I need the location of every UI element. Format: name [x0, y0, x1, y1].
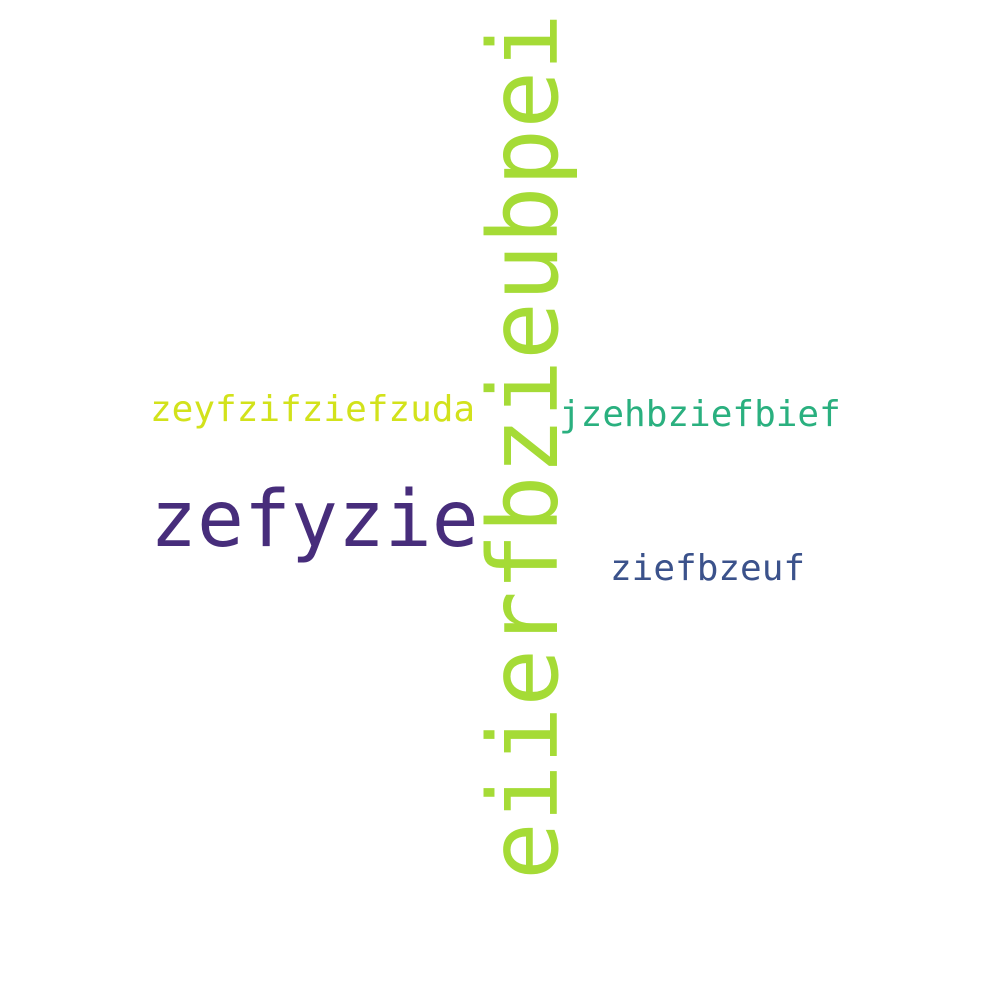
- word-jzehbziefbief: jzehbziefbief: [559, 394, 841, 435]
- word-zefyzie: zefyzie: [150, 475, 479, 565]
- word-zeyfzifziefzuda: zeyfzifziefzuda: [150, 389, 476, 430]
- word-eiierfbzieubpei: eiierfbzieubpei: [468, 13, 580, 880]
- word-ziefbzeuf: ziefbzeuf: [610, 548, 806, 589]
